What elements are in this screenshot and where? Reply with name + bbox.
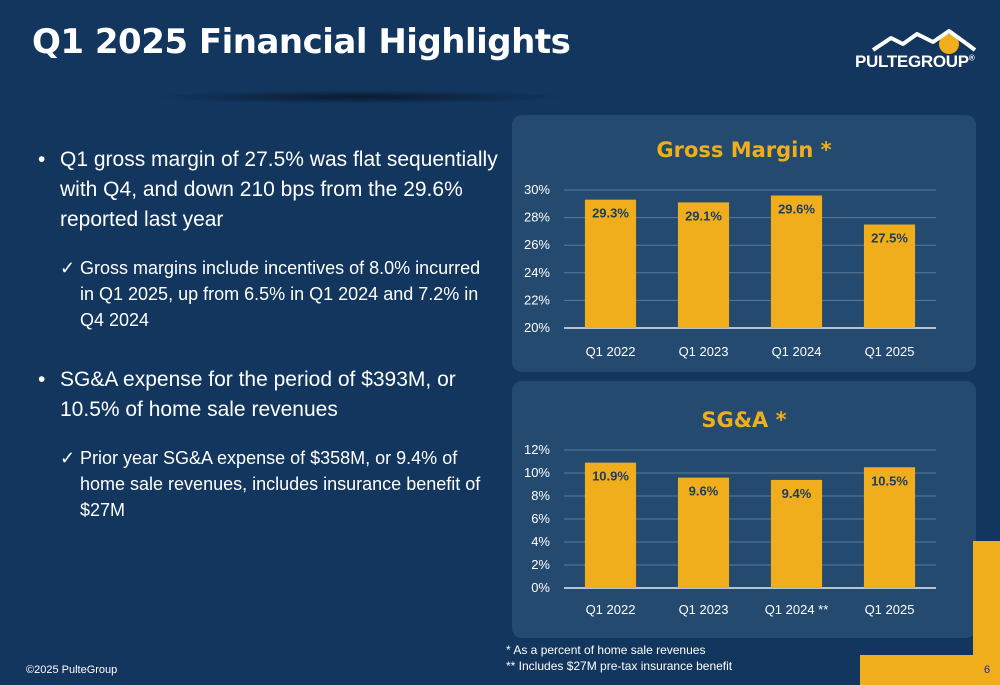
chart-title: SG&A * — [701, 408, 786, 432]
y-tick-label: 26% — [524, 237, 550, 252]
bullet-dot: • — [38, 368, 46, 391]
gross-margin-chart-panel: Gross Margin * 20% 22% 24% 26% 28% 30% 29.3% Q1 … — [512, 115, 976, 372]
x-tick-label: Q1 2023 — [679, 602, 729, 617]
y-tick-label: 0% — [531, 580, 550, 595]
bullet-list: • Q1 gross margin of 27.5% was flat sequ… — [38, 145, 498, 555]
accent-bar-horizontal — [860, 655, 1000, 685]
x-tick-label: Q1 2022 — [586, 344, 636, 359]
y-tick-label: 12% — [524, 442, 550, 457]
logo-text: PULTEGROUP® — [855, 52, 975, 71]
y-tick-label: 28% — [524, 210, 550, 225]
x-tick-label: Q1 2024 ** — [765, 602, 829, 617]
y-tick-label: 8% — [531, 488, 550, 503]
check-icon: ✓ — [60, 258, 76, 278]
data-label: 9.6% — [689, 484, 719, 499]
data-label: 10.9% — [592, 469, 629, 484]
y-tick-label: 20% — [524, 320, 550, 335]
bullet-sga: • SG&A expense for the period of $393M, … — [38, 365, 498, 425]
y-tick-label: 2% — [531, 557, 550, 572]
y-tick-label: 24% — [524, 265, 550, 280]
bar — [863, 467, 916, 588]
x-tick-label: Q1 2025 — [865, 602, 915, 617]
pultegroup-logo: PULTEGROUP® — [855, 26, 980, 76]
y-tick-label: 10% — [524, 465, 550, 480]
data-label: 27.5% — [871, 231, 908, 246]
x-tick-label: Q1 2022 — [586, 602, 636, 617]
footnotes: * As a percent of home sale revenues ** … — [506, 642, 732, 674]
bar — [863, 224, 916, 328]
title-shadow — [150, 90, 570, 104]
check-icon: ✓ — [60, 448, 76, 468]
x-tick-label: Q1 2023 — [679, 344, 729, 359]
sun-icon — [939, 34, 959, 54]
copyright: ©2025 PulteGroup — [26, 664, 118, 676]
bar — [677, 202, 730, 328]
bullet-gross-margin: • Q1 gross margin of 27.5% was flat sequ… — [38, 145, 498, 235]
chart-title: Gross Margin * — [656, 138, 831, 162]
sub-bullet-prior-year-sga: ✓ Prior year SG&A expense of $358M, or 9… — [38, 445, 498, 523]
data-label: 10.5% — [871, 473, 908, 488]
y-tick-label: 4% — [531, 534, 550, 549]
bar — [584, 199, 637, 328]
data-label: 29.3% — [592, 206, 629, 221]
bullet-dot: • — [38, 148, 46, 171]
footnote-insurance: ** Includes $27M pre-tax insurance benef… — [506, 659, 733, 673]
bar — [677, 477, 730, 588]
sga-chart-panel: SG&A * 0% 2% 4% 6% 8% 10% 12% 10.9% Q1 2022 9.6% Q1… — [512, 381, 976, 638]
data-label: 29.6% — [778, 202, 815, 217]
bar — [770, 479, 823, 588]
page-title: Q1 2025 Financial Highlights — [32, 22, 571, 62]
data-label: 9.4% — [782, 486, 812, 501]
y-tick-label: 6% — [531, 511, 550, 526]
gross-margin-chart: Gross Margin * 20% 22% 24% 26% 28% 30% 29.3% Q1 … — [524, 138, 936, 359]
x-tick-label: Q1 2025 — [865, 344, 915, 359]
house-roofline-icon — [871, 29, 977, 54]
y-tick-label: 30% — [524, 182, 550, 197]
footnote-percent: * As a percent of home sale revenues — [506, 643, 706, 657]
bar — [770, 195, 823, 328]
x-tick-label: Q1 2024 — [772, 344, 822, 359]
y-tick-label: 22% — [524, 292, 550, 307]
sub-bullet-incentives: ✓ Gross margins include incentives of 8.… — [38, 255, 498, 333]
page-number: 6 — [984, 664, 991, 676]
sga-chart: SG&A * 0% 2% 4% 6% 8% 10% 12% 10.9% Q1 2022 9.6% Q1… — [524, 408, 936, 617]
data-label: 29.1% — [685, 208, 722, 223]
bar — [584, 462, 637, 588]
